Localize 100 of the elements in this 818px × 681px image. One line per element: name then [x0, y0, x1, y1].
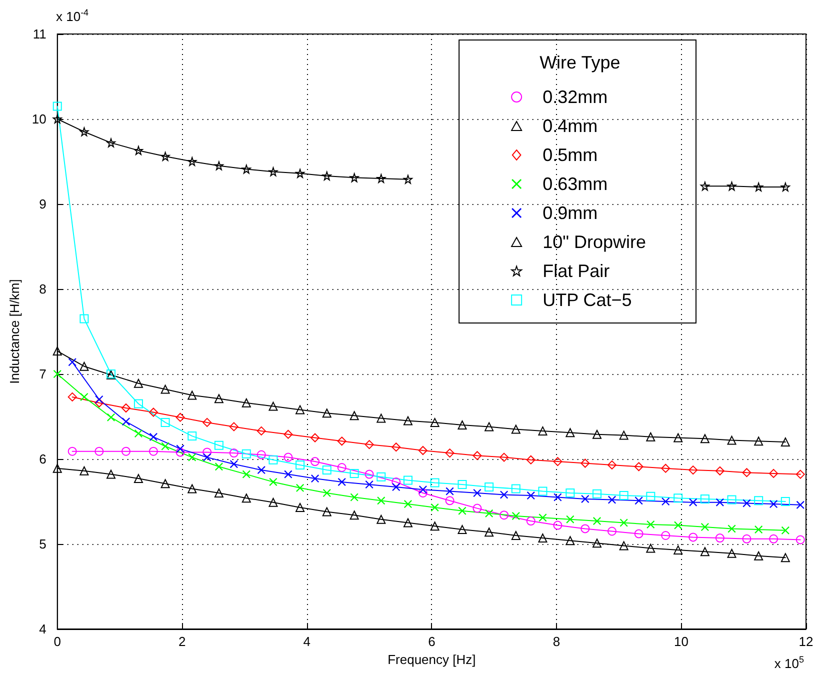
point	[688, 466, 698, 475]
point	[134, 430, 142, 438]
point	[376, 174, 386, 183]
point	[700, 494, 710, 504]
y-tick-label: 4	[39, 622, 46, 636]
point	[149, 432, 158, 441]
x-axis-title: Frequency [Hz]	[388, 652, 476, 667]
point	[80, 392, 88, 401]
point	[742, 468, 752, 478]
point	[268, 167, 278, 176]
point	[364, 440, 374, 450]
point	[403, 518, 412, 528]
point	[242, 470, 250, 478]
y-tick-label: 11	[32, 26, 46, 42]
point	[484, 422, 494, 432]
point	[377, 496, 386, 505]
point	[727, 495, 736, 504]
point	[376, 414, 386, 423]
point	[350, 510, 359, 520]
point	[716, 498, 724, 506]
point	[566, 488, 575, 498]
point	[296, 484, 304, 492]
point	[592, 489, 602, 498]
x-tick-label: 10	[674, 634, 688, 649]
point	[538, 486, 548, 496]
point	[646, 520, 655, 528]
point	[376, 472, 386, 482]
legend-label: 0.32mm	[542, 87, 608, 107]
point	[418, 488, 428, 498]
point	[566, 515, 574, 524]
point	[392, 442, 401, 452]
point	[95, 396, 104, 404]
point	[214, 462, 223, 471]
point	[472, 504, 482, 513]
point	[134, 399, 143, 408]
point	[484, 528, 494, 537]
point	[214, 394, 224, 404]
legend-label: Flat Pair	[542, 261, 610, 281]
point	[674, 545, 683, 554]
point	[365, 480, 374, 488]
point	[80, 127, 89, 136]
point	[106, 138, 116, 148]
point	[311, 474, 320, 483]
point	[403, 416, 412, 426]
point	[337, 463, 346, 472]
point	[620, 518, 628, 527]
legend-label: 0.5mm	[542, 145, 598, 165]
point	[80, 362, 89, 371]
point	[500, 452, 509, 462]
point	[350, 468, 359, 478]
point	[619, 491, 628, 500]
point	[53, 370, 62, 378]
point	[322, 507, 332, 516]
point	[52, 102, 62, 111]
point	[526, 455, 536, 464]
point	[310, 433, 320, 442]
y-tick-label: 10	[32, 112, 46, 126]
point	[322, 171, 332, 180]
point	[646, 544, 656, 553]
point	[160, 418, 170, 427]
point	[781, 526, 790, 534]
point	[430, 522, 440, 531]
point	[176, 444, 184, 453]
point	[727, 548, 736, 558]
point	[176, 412, 185, 422]
point	[526, 516, 536, 526]
point	[661, 464, 670, 473]
legend-label: 0.9mm	[542, 203, 598, 223]
point	[188, 390, 197, 400]
point	[592, 538, 602, 548]
point	[121, 404, 130, 412]
point	[106, 470, 116, 479]
point	[728, 524, 736, 533]
point	[700, 547, 710, 556]
point	[553, 520, 562, 530]
point	[268, 402, 278, 411]
point	[296, 168, 305, 178]
point	[107, 413, 116, 422]
point	[742, 534, 752, 544]
point	[257, 466, 266, 474]
point	[242, 398, 251, 408]
point	[500, 490, 508, 499]
point	[485, 509, 494, 518]
point	[445, 496, 454, 506]
point	[322, 489, 331, 497]
point	[688, 532, 698, 542]
point	[512, 512, 520, 520]
point	[538, 534, 548, 543]
point	[700, 434, 710, 444]
point	[229, 422, 238, 432]
point	[256, 426, 266, 436]
point	[160, 384, 170, 394]
point	[458, 525, 467, 534]
point	[742, 499, 751, 508]
point	[376, 514, 386, 524]
point	[566, 536, 575, 546]
legend-title: Wire Type	[540, 52, 620, 72]
point	[134, 474, 143, 484]
point	[538, 426, 548, 436]
y-tick-label: 9	[39, 196, 46, 212]
